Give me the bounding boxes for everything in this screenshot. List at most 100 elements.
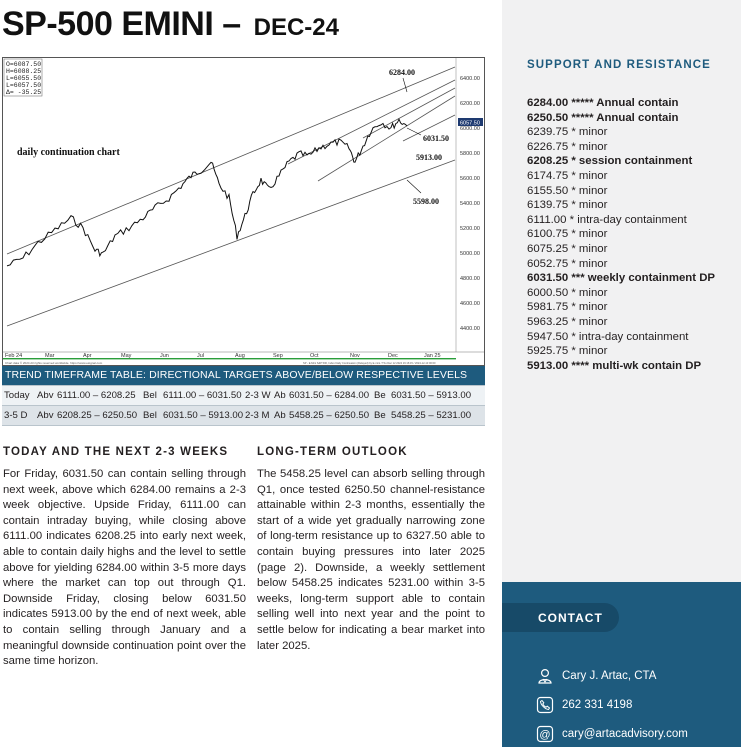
ohlc-open: O=6087.50 [6, 61, 41, 68]
month-tick: May [121, 353, 132, 359]
trend-row-today: Today Abv 6111.00 – 6208.25 Bel 6111.00 … [2, 385, 485, 406]
timeframe-cell: 3-5 D [2, 405, 35, 426]
ohlc-change: Δ= -35.25 [6, 89, 41, 96]
timeframe-cell: 2-3 W [243, 385, 272, 406]
ohlc-low: L=6055.50 [6, 75, 41, 82]
ohlc-high: H=6088.25 [6, 68, 41, 75]
svg-text:@: @ [539, 729, 550, 741]
contact-phone[interactable]: 262 331 4198 [562, 699, 633, 712]
contact-name-row: Cary J. Artac, CTA [536, 667, 656, 685]
price-tick: 5000.00 [460, 251, 480, 257]
contact-email[interactable]: cary@artacadvisory.com [562, 728, 688, 741]
sr-level: 6000.50 * minor [527, 286, 608, 299]
chart-footer-right: SP - E-Mini S&P 500, Index Daily Continu… [303, 361, 436, 365]
annotation-6031: 6031.50 [423, 134, 449, 143]
target-cell: 5458.25 – 5231.00 [389, 405, 485, 426]
last-price-tag [458, 118, 483, 126]
ohlc-box [3, 58, 43, 97]
timeframe-cell: Today [2, 385, 35, 406]
sr-level: 6075.25 * minor [527, 242, 608, 255]
month-tick: Jul [197, 353, 204, 359]
today-text: For Friday, 6031.50 can contain selling … [3, 468, 246, 668]
title-contract: DEC-24 [253, 14, 339, 41]
target-cell: 5458.25 – 6250.50 [287, 405, 372, 426]
target-cell: 6031.50 – 5913.00 [161, 405, 243, 426]
month-tick: Dec [388, 353, 398, 359]
price-series [6, 117, 408, 267]
direction-cell: Be [372, 405, 389, 426]
sr-level: 6031.50 *** weekly containment DP [527, 272, 716, 285]
title-main: SP-500 EMINI [2, 5, 214, 43]
inner-channel-line-b [317, 95, 456, 182]
sr-level: 6226.75 * minor [527, 140, 608, 153]
sr-level: 6284.00 ***** Annual contain [527, 97, 679, 109]
phone-icon [536, 696, 554, 714]
annotation-6284: 6284.00 [389, 68, 415, 77]
sr-heading: SUPPORT AND RESISTANCE [527, 59, 711, 71]
month-tick: Nov [350, 353, 360, 359]
month-tick: Mar [45, 353, 55, 359]
lower-channel-line [6, 159, 456, 327]
chart-footer-left: Chart data © 2024 All rights reserved wo… [5, 361, 103, 365]
contact-label: CONTACT [538, 611, 603, 625]
sr-level: 5981.75 * minor [527, 301, 608, 314]
direction-cell: Bel [141, 385, 161, 406]
target-cell: 6031.50 – 5913.00 [389, 385, 485, 406]
month-tick: Aug [235, 353, 245, 359]
chart-canvas: O=6087.50 H=6088.25 L=6055.50 L=6057.50 … [3, 58, 484, 365]
sr-level: 6208.25 * session containment [527, 155, 693, 168]
outlook-text: The 5458.25 level can absorb selling thr… [257, 468, 485, 652]
sr-level: 6155.50 * minor [527, 184, 608, 197]
person-icon [536, 667, 554, 685]
direction-cell: Bel [141, 405, 161, 426]
time-axis: Feb 24 Mar Apr May Jun Jul Aug Sep Oct N… [5, 353, 441, 359]
last-price-value: 6057.50 [460, 121, 480, 127]
direction-cell: Be [372, 385, 389, 406]
price-tick: 4800.00 [460, 276, 480, 282]
upper-channel-line [6, 66, 456, 255]
trend-row-3-5d: 3-5 D Abv 6208.25 – 6250.50 Bel 6031.50 … [2, 405, 485, 426]
sr-level: 5925.75 * minor [527, 345, 608, 358]
contact-phone-row: 262 331 4198 [536, 696, 632, 714]
month-tick: Oct [310, 353, 319, 359]
direction-cell: Ab [272, 405, 287, 426]
price-tick: 5400.00 [460, 201, 480, 207]
outlook-heading: LONG-TERM OUTLOOK [257, 446, 408, 458]
trend-table: Today Abv 6111.00 – 6208.25 Bel 6111.00 … [2, 385, 485, 426]
inner-channel-line-c [362, 87, 456, 139]
target-cell: 6208.25 – 6250.50 [55, 405, 141, 426]
price-chart: O=6087.50 H=6088.25 L=6055.50 L=6057.50 … [2, 57, 485, 366]
sr-level: 6250.50 ***** Annual contain [527, 111, 679, 124]
chart-label: daily continuation chart [17, 147, 120, 158]
annotation-5913: 5913.00 [416, 153, 442, 162]
sr-level: 6111.00 * intra-day containment [527, 213, 687, 226]
month-tick: Feb 24 [5, 353, 22, 359]
sr-level: 6139.75 * minor [527, 199, 608, 212]
price-tick: 4600.00 [460, 301, 480, 307]
annotation-5598: 5598.00 [413, 197, 439, 206]
target-cell: 6111.00 – 6208.25 [55, 385, 141, 406]
month-tick: Jan 25 [424, 353, 441, 359]
sr-level: 6100.75 * minor [527, 228, 608, 241]
price-tick: 4400.00 [460, 326, 480, 332]
contact-name: Cary J. Artac, CTA [562, 670, 657, 683]
at-icon: @ [536, 725, 554, 743]
sr-level-list: 6284.00 ***** Annual contain 6250.50 ****… [527, 96, 715, 373]
support-line-5913 [402, 114, 456, 142]
target-cell: 6111.00 – 6031.50 [161, 385, 243, 406]
month-tick: Apr [83, 353, 92, 359]
price-tick: 5800.00 [460, 151, 480, 157]
sr-level: 6174.75 * minor [527, 169, 608, 182]
today-heading: TODAY AND THE NEXT 2-3 WEEKS [3, 446, 229, 458]
contact-tab [502, 603, 619, 632]
annotation-5598-arrow [406, 179, 422, 194]
trend-table-heading: TREND TIMEFRAME TABLE: DIRECTIONAL TARGE… [2, 366, 485, 385]
contact-email-row: @ cary@artacadvisory.com [536, 725, 688, 743]
direction-cell: Abv [35, 385, 55, 406]
annotation-6284-arrow [402, 77, 408, 93]
price-tick: 6000.00 [460, 126, 480, 132]
month-tick: Sep [273, 353, 283, 359]
direction-cell: Ab [272, 385, 287, 406]
sr-level: 6052.75 * minor [527, 257, 608, 270]
timeframe-cell: 2-3 M [243, 405, 272, 426]
